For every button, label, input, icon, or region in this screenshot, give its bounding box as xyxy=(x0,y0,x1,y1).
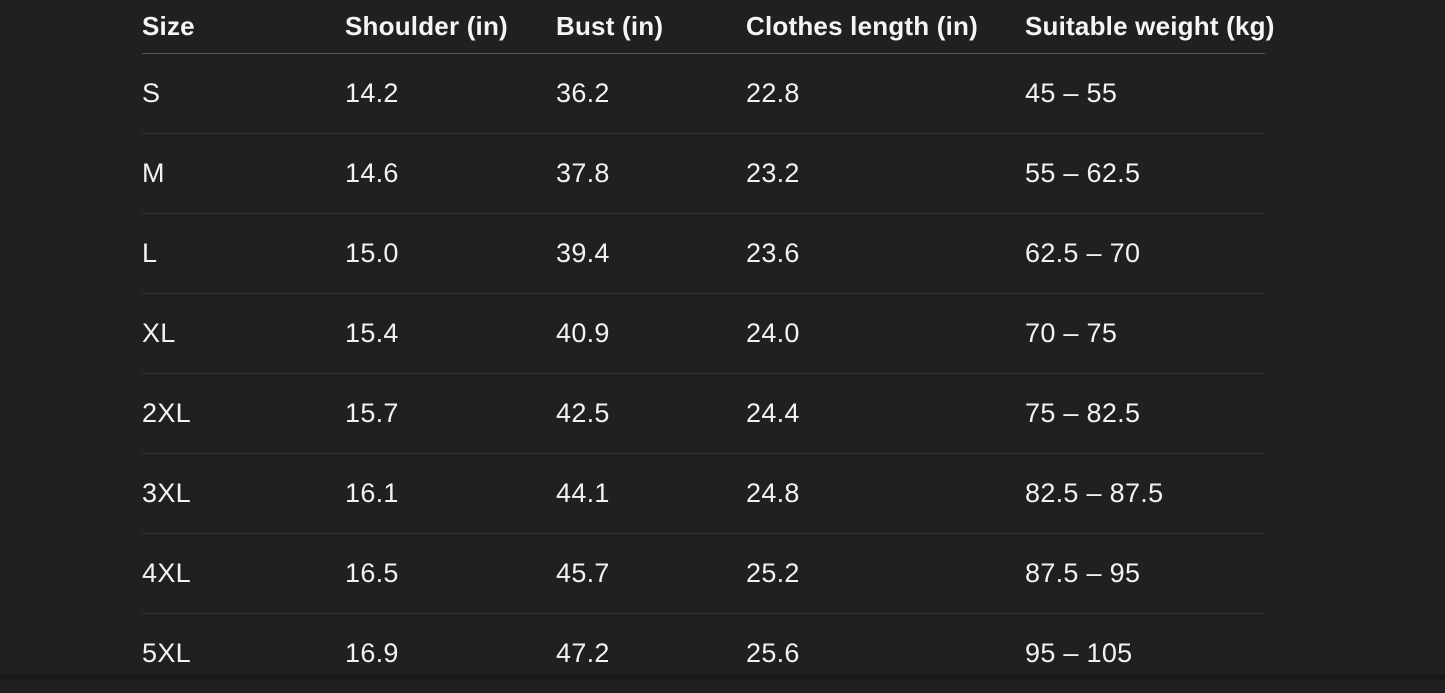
table-row: 2XL 15.7 42.5 24.4 75 – 82.5 xyxy=(142,374,1265,454)
cell-bust: 44.1 xyxy=(556,454,746,534)
cell-length: 25.6 xyxy=(746,614,1025,693)
cell-size: 2XL xyxy=(142,374,345,454)
table-row: 4XL 16.5 45.7 25.2 87.5 – 95 xyxy=(142,534,1265,614)
cell-size: 5XL xyxy=(142,614,345,693)
cell-shoulder: 14.2 xyxy=(345,54,556,134)
cell-weight: 82.5 – 87.5 xyxy=(1025,454,1265,534)
table-body: S 14.2 36.2 22.8 45 – 55 M 14.6 37.8 23.… xyxy=(142,54,1265,693)
cell-shoulder: 16.1 xyxy=(345,454,556,534)
cell-size: S xyxy=(142,54,345,134)
cell-shoulder: 16.5 xyxy=(345,534,556,614)
table-row: 3XL 16.1 44.1 24.8 82.5 – 87.5 xyxy=(142,454,1265,534)
cell-length: 22.8 xyxy=(746,54,1025,134)
table-row: XL 15.4 40.9 24.0 70 – 75 xyxy=(142,294,1265,374)
cell-length: 24.4 xyxy=(746,374,1025,454)
cell-bust: 45.7 xyxy=(556,534,746,614)
column-header-shoulder: Shoulder (in) xyxy=(345,0,556,54)
cell-weight: 62.5 – 70 xyxy=(1025,214,1265,294)
cell-weight: 55 – 62.5 xyxy=(1025,134,1265,214)
cell-size: L xyxy=(142,214,345,294)
column-header-size: Size xyxy=(142,0,345,54)
cell-length: 23.2 xyxy=(746,134,1025,214)
cell-length: 24.8 xyxy=(746,454,1025,534)
cell-bust: 42.5 xyxy=(556,374,746,454)
cell-shoulder: 16.9 xyxy=(345,614,556,693)
bottom-edge-shade xyxy=(0,674,1445,680)
column-header-bust: Bust (in) xyxy=(556,0,746,54)
cell-shoulder: 15.4 xyxy=(345,294,556,374)
cell-bust: 40.9 xyxy=(556,294,746,374)
cell-shoulder: 14.6 xyxy=(345,134,556,214)
column-header-length: Clothes length (in) xyxy=(746,0,1025,54)
cell-weight: 95 – 105 xyxy=(1025,614,1265,693)
column-header-weight: Suitable weight (kg) xyxy=(1025,0,1265,54)
size-chart-table: Size Shoulder (in) Bust (in) Clothes len… xyxy=(142,0,1265,693)
cell-shoulder: 15.0 xyxy=(345,214,556,294)
cell-bust: 39.4 xyxy=(556,214,746,294)
size-chart-section: Size Shoulder (in) Bust (in) Clothes len… xyxy=(142,0,1265,693)
table-row: M 14.6 37.8 23.2 55 – 62.5 xyxy=(142,134,1265,214)
table-header-row: Size Shoulder (in) Bust (in) Clothes len… xyxy=(142,0,1265,54)
cell-weight: 87.5 – 95 xyxy=(1025,534,1265,614)
cell-length: 23.6 xyxy=(746,214,1025,294)
cell-weight: 75 – 82.5 xyxy=(1025,374,1265,454)
cell-shoulder: 15.7 xyxy=(345,374,556,454)
cell-bust: 36.2 xyxy=(556,54,746,134)
cell-size: 3XL xyxy=(142,454,345,534)
table-row: 5XL 16.9 47.2 25.6 95 – 105 xyxy=(142,614,1265,693)
table-row: S 14.2 36.2 22.8 45 – 55 xyxy=(142,54,1265,134)
cell-bust: 47.2 xyxy=(556,614,746,693)
cell-size: M xyxy=(142,134,345,214)
cell-size: XL xyxy=(142,294,345,374)
table-row: L 15.0 39.4 23.6 62.5 – 70 xyxy=(142,214,1265,294)
cell-size: 4XL xyxy=(142,534,345,614)
cell-length: 24.0 xyxy=(746,294,1025,374)
cell-weight: 45 – 55 xyxy=(1025,54,1265,134)
cell-length: 25.2 xyxy=(746,534,1025,614)
cell-weight: 70 – 75 xyxy=(1025,294,1265,374)
cell-bust: 37.8 xyxy=(556,134,746,214)
